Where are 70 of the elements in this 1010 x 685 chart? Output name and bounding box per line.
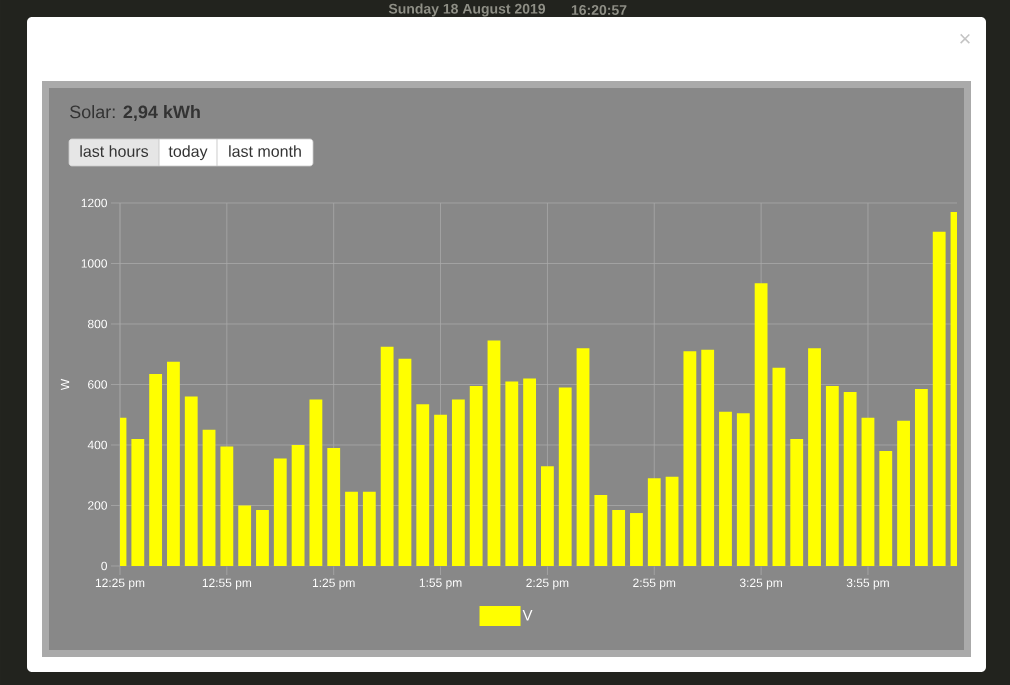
bar bbox=[612, 510, 626, 566]
text: last hours bbox=[80, 145, 149, 157]
bar bbox=[202, 429, 216, 566]
bar bbox=[879, 451, 893, 566]
bar bbox=[630, 513, 643, 566]
bar bbox=[594, 494, 608, 566]
text: last month bbox=[229, 145, 301, 157]
bar bbox=[754, 283, 768, 566]
text: today bbox=[168, 145, 208, 161]
x-tick-label: 3:25 pm bbox=[739, 578, 782, 590]
bar bbox=[897, 420, 910, 566]
bar bbox=[683, 351, 697, 566]
y-tick-label: 600 bbox=[88, 380, 108, 389]
y-tick-label: 800 bbox=[87, 319, 108, 329]
bar bbox=[861, 417, 875, 566]
bar bbox=[665, 476, 679, 566]
bar bbox=[327, 448, 341, 566]
bar bbox=[167, 361, 180, 566]
bar bbox=[362, 491, 376, 566]
y-tick-label: 1200 bbox=[81, 198, 108, 208]
bar bbox=[914, 389, 928, 566]
bar bbox=[309, 399, 323, 566]
bar bbox=[825, 386, 839, 566]
bar bbox=[469, 386, 483, 566]
x-tick-label: 12:25 pm bbox=[95, 578, 145, 590]
bar bbox=[131, 438, 145, 566]
bar bbox=[487, 340, 501, 566]
bar bbox=[790, 438, 804, 566]
bar bbox=[932, 231, 946, 566]
bar bbox=[273, 458, 287, 566]
text: Sunday 18 August 2019 bbox=[388, 3, 546, 17]
bar bbox=[719, 411, 732, 566]
bar bbox=[505, 381, 519, 566]
bar bbox=[416, 404, 430, 566]
x-tick-label: 1:55 pm bbox=[419, 578, 462, 590]
bar bbox=[380, 346, 394, 566]
bar bbox=[220, 446, 234, 566]
bar bbox=[576, 348, 590, 566]
x-tick-label: 12:55 pm bbox=[202, 578, 252, 590]
x-tick-label: 2:55 pm bbox=[633, 578, 676, 590]
bar bbox=[291, 444, 305, 566]
bar bbox=[434, 414, 447, 566]
bar bbox=[808, 348, 821, 566]
bar bbox=[451, 399, 465, 566]
x-tick-label: 3:55 pm bbox=[846, 578, 889, 590]
text: × bbox=[960, 33, 970, 44]
bar bbox=[184, 396, 198, 566]
legend-label: V bbox=[522, 610, 533, 621]
y-tick-label: 400 bbox=[87, 440, 108, 450]
bar bbox=[843, 392, 857, 566]
chart-title: Solar: 2,94 kWh bbox=[70, 105, 200, 121]
bar bbox=[398, 358, 412, 566]
y-tick-label: 1000 bbox=[81, 259, 108, 268]
bar bbox=[772, 367, 786, 566]
bar bbox=[736, 413, 750, 566]
bar bbox=[541, 466, 554, 566]
bar bbox=[345, 491, 358, 566]
bar bbox=[238, 505, 252, 566]
bar bbox=[647, 478, 661, 566]
bar bbox=[256, 510, 269, 566]
bar bbox=[558, 387, 572, 566]
y-tick-label: 200 bbox=[88, 501, 108, 510]
y-tick-label: 0 bbox=[101, 561, 108, 571]
text: 16:20:57 bbox=[571, 5, 627, 15]
x-tick-label: 1:25 pm bbox=[312, 578, 355, 590]
y-axis-title: W bbox=[60, 378, 70, 391]
x-tick-label: 2:25 pm bbox=[526, 578, 569, 590]
bar bbox=[149, 373, 163, 566]
bar bbox=[701, 349, 715, 566]
bar bbox=[523, 378, 537, 566]
